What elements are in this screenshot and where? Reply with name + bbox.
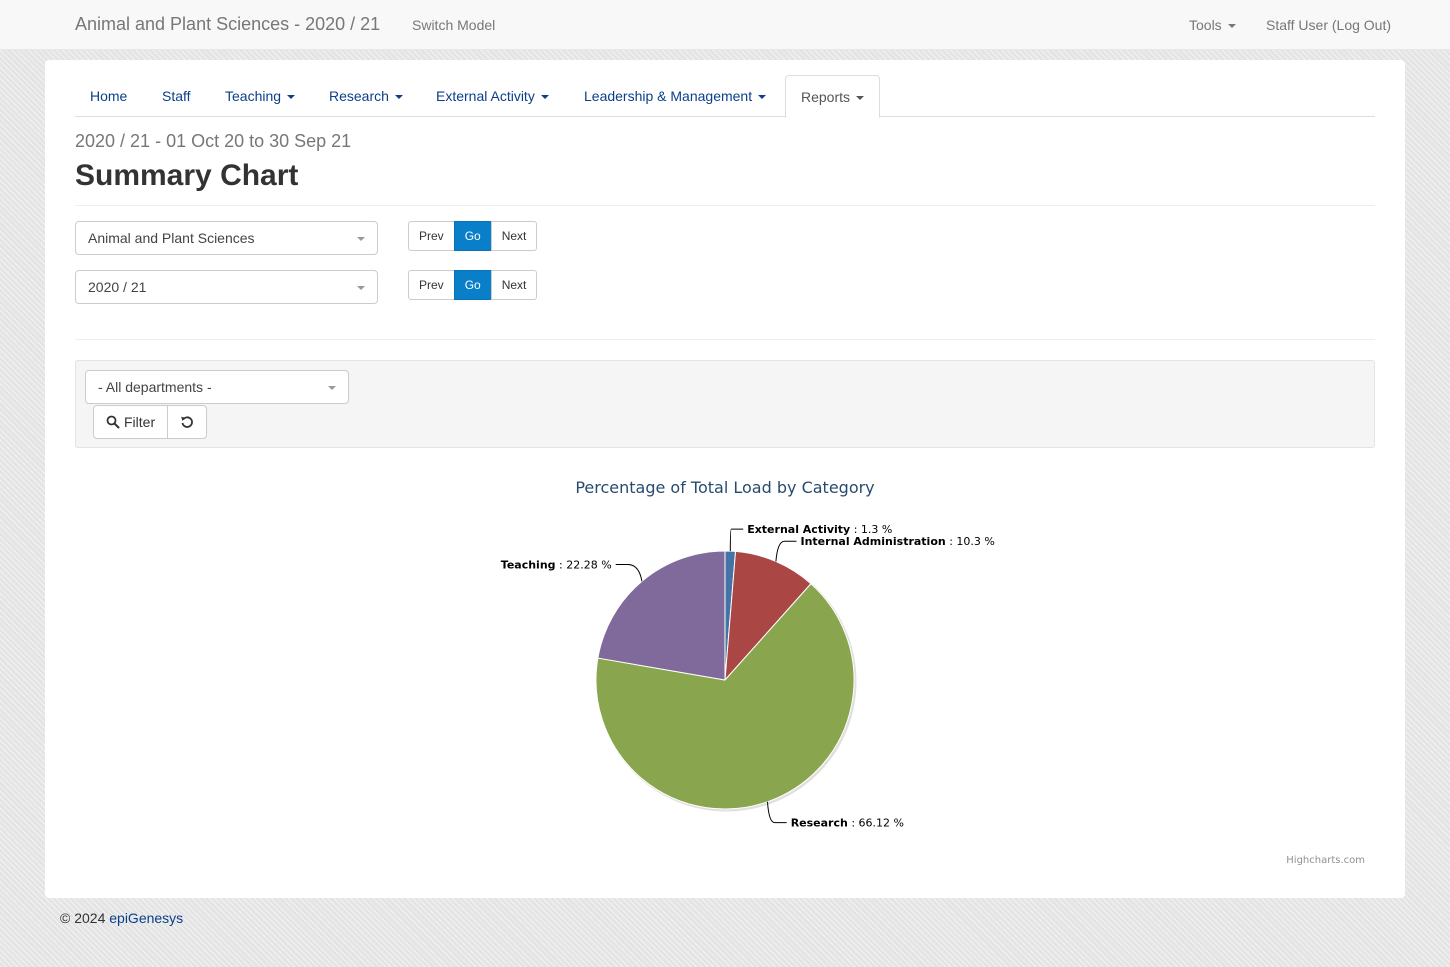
chart-credits[interactable]: Highcharts.com [1286, 855, 1365, 866]
department-go-button[interactable]: Go [453, 221, 492, 251]
connector-external-activity [729, 528, 744, 552]
tab-label: Research [329, 88, 389, 104]
switch-model-link[interactable]: Switch Model [412, 17, 496, 33]
chart-title: Percentage of Total Load by Category [575, 478, 874, 497]
department-select[interactable]: Animal and Plant Sciences [75, 221, 378, 255]
department-next-button[interactable]: Next [490, 221, 538, 251]
department-prev-button[interactable]: Prev [408, 221, 455, 251]
caret-down-icon [856, 96, 865, 101]
page-subtitle: 2020 / 21 - 01 Oct 20 to 30 Sep 21 [75, 131, 352, 151]
navbar-brand[interactable]: Animal and Plant Sciences - 2020 / 21 [75, 14, 381, 34]
data-label-external-activity: External Activity : 1.3 % [747, 523, 892, 536]
search-icon [106, 415, 120, 429]
data-label-name: Internal Administration [801, 535, 946, 548]
caret-down-icon [758, 95, 767, 100]
chevron-down-icon [357, 237, 365, 241]
filter-department-value: - All departments - [98, 379, 212, 395]
data-label-research: Research : 66.12 % [791, 817, 904, 830]
data-label-value: : 10.3 % [946, 535, 995, 548]
undo-icon [181, 416, 194, 428]
department-nav-buttons: Prev Go Next [408, 221, 538, 251]
main-tabs: Home Staff Teaching Research External Ac… [75, 75, 1375, 118]
footer-epigenesys-link[interactable]: epiGenesys [109, 910, 184, 926]
chevron-down-icon [328, 386, 336, 390]
tab-label: Reports [801, 89, 851, 105]
pie-slices [595, 550, 857, 812]
data-label-teaching: Teaching : 22.28 % [501, 559, 612, 572]
filter-button[interactable]: Filter [93, 405, 169, 439]
pie-slice-research[interactable] [595, 583, 855, 810]
tab-label: Home [90, 88, 128, 104]
footer-copyright: © 2024 [60, 910, 106, 926]
tab-label: Staff [162, 88, 191, 104]
tab-leadership-management[interactable]: Leadership & Management [569, 75, 781, 117]
pie-labels: External Activity : 1.3 %Internal Admini… [501, 523, 995, 830]
tools-menu[interactable]: Tools [1189, 17, 1236, 33]
tab-teaching[interactable]: Teaching [210, 75, 310, 117]
chevron-down-icon [357, 286, 365, 290]
top-navbar: Animal and Plant Sciences - 2020 / 21 Sw… [0, 0, 1450, 50]
data-label-value: : 66.12 % [848, 817, 904, 830]
year-go-button[interactable]: Go [453, 270, 492, 300]
page-title: Summary Chart [75, 159, 299, 192]
year-select[interactable]: 2020 / 21 [75, 270, 378, 304]
caret-down-icon [394, 95, 403, 100]
pie-slice-internal-administration[interactable] [724, 550, 812, 681]
caret-down-icon [1227, 24, 1236, 29]
caret-down-icon [540, 95, 549, 100]
tab-home[interactable]: Home [75, 75, 142, 117]
caret-down-icon [287, 95, 296, 100]
department-select-value: Animal and Plant Sciences [88, 230, 255, 246]
data-label-value: : 1.3 % [850, 523, 892, 536]
tab-staff[interactable]: Staff [147, 75, 206, 117]
data-label-name: Research [791, 817, 848, 830]
tools-menu-label: Tools [1189, 17, 1222, 33]
summary-chart: Percentage of Total Load by Category Ext… [75, 465, 1375, 875]
tab-label: Teaching [225, 88, 282, 104]
data-label-internal-administration: Internal Administration : 10.3 % [801, 535, 995, 548]
filter-button-label: Filter [124, 414, 156, 430]
filter-button-group: Filter [93, 405, 208, 439]
tab-label: External Activity [436, 88, 535, 104]
tab-research[interactable]: Research [314, 75, 418, 117]
data-label-name: Teaching [501, 559, 556, 572]
tab-reports[interactable]: Reports [785, 75, 881, 118]
tab-label: Leadership & Management [584, 88, 753, 104]
reset-filter-button[interactable] [167, 405, 208, 439]
connector-internal-administration [775, 540, 797, 562]
connector-research [767, 801, 787, 824]
main-card: Home Staff Teaching Research External Ac… [45, 60, 1405, 898]
pie-slice-teaching[interactable] [597, 550, 726, 681]
year-prev-button[interactable]: Prev [408, 270, 455, 300]
year-select-value: 2020 / 21 [88, 279, 147, 295]
year-nav-buttons: Prev Go Next [408, 270, 538, 300]
divider [75, 205, 1375, 206]
divider [75, 339, 1375, 340]
data-label-name: External Activity [747, 523, 850, 536]
filter-panel: - All departments - Filter [75, 360, 1375, 448]
data-label-value: : 22.28 % [556, 559, 612, 572]
year-next-button[interactable]: Next [490, 270, 538, 300]
page-footer: © 2024 epiGenesys [60, 910, 183, 926]
pie-chart: Percentage of Total Load by Category Ext… [501, 478, 1365, 866]
user-logout-link[interactable]: Staff User (Log Out) [1266, 17, 1392, 33]
connector-teaching [615, 564, 643, 582]
filter-department-select[interactable]: - All departments - [85, 370, 349, 404]
tab-external-activity[interactable]: External Activity [421, 75, 564, 117]
